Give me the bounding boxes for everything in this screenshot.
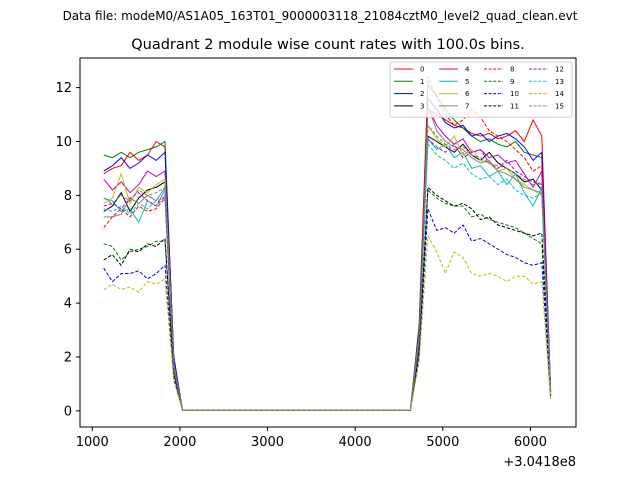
chart-title: Quadrant 2 module wise count rates with … — [131, 37, 525, 53]
legend-label-4: 4 — [465, 66, 470, 74]
legend-label-3: 3 — [420, 102, 424, 110]
legend-label-11: 11 — [510, 102, 519, 110]
x-tick-label: 1000 — [76, 435, 109, 450]
series-line-15 — [103, 123, 552, 411]
y-tick-label: 10 — [55, 135, 72, 150]
legend-label-15: 15 — [555, 102, 564, 110]
legend-label-5: 5 — [465, 78, 469, 86]
series-line-11 — [103, 186, 552, 411]
legend-label-0: 0 — [420, 66, 424, 74]
chart-suptitle: Data file: modeM0/AS1A05_163T01_90000031… — [63, 9, 578, 23]
legend-label-9: 9 — [510, 78, 514, 86]
x-tick-label: 2000 — [163, 435, 196, 450]
y-tick-label: 8 — [64, 189, 72, 204]
y-tick-label: 0 — [64, 404, 72, 419]
legend-label-2: 2 — [420, 90, 424, 98]
x-offset-label: +3.0418e8 — [503, 455, 576, 470]
x-tick-label: 4000 — [339, 435, 372, 450]
x-tick-label: 6000 — [514, 435, 547, 450]
legend-label-8: 8 — [510, 66, 514, 74]
legend-frame — [389, 61, 573, 118]
legend-label-6: 6 — [465, 90, 470, 98]
legend-label-12: 12 — [555, 66, 564, 74]
series-layer — [103, 76, 552, 411]
legend-label-1: 1 — [420, 78, 424, 86]
y-tick-label: 2 — [64, 350, 72, 365]
y-tick-label: 12 — [55, 81, 72, 96]
y-tick-label: 4 — [64, 297, 72, 312]
legend-label-13: 13 — [555, 78, 564, 86]
x-tick-label: 5000 — [426, 435, 459, 450]
legend-label-10: 10 — [510, 90, 519, 98]
plot-frame — [79, 57, 577, 428]
legend-label-7: 7 — [465, 102, 469, 110]
legend-label-14: 14 — [555, 90, 564, 98]
series-line-14 — [103, 234, 552, 411]
x-tick-label: 3000 — [251, 435, 284, 450]
y-tick-label: 6 — [64, 243, 72, 258]
